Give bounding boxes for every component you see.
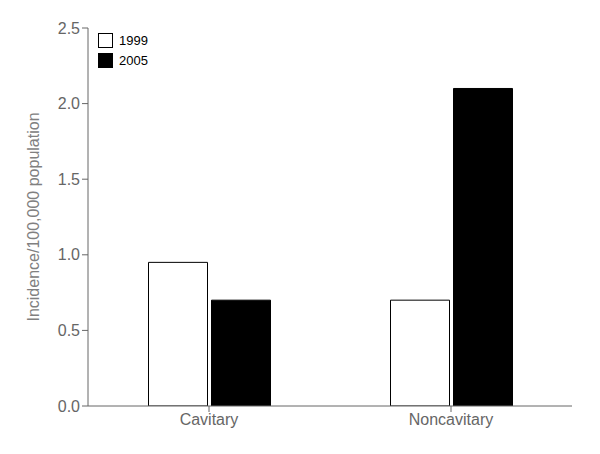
svg-text:0.5: 0.5 (58, 322, 80, 339)
html-text:2005: 2005 (119, 53, 148, 68)
svg-text:Noncavitary: Noncavitary (409, 411, 493, 428)
svg-text:1.5: 1.5 (58, 171, 80, 188)
svg-text:2.5: 2.5 (58, 20, 80, 37)
html-text:1999: 1999 (119, 33, 148, 48)
svg-text:1.0: 1.0 (58, 246, 80, 263)
svg-text:Cavitary: Cavitary (180, 411, 239, 428)
svg-text:0.0: 0.0 (58, 398, 80, 415)
svg-text:2.0: 2.0 (58, 95, 80, 112)
svg-text:Incidence/100,000 population: Incidence/100,000 population (25, 112, 42, 321)
